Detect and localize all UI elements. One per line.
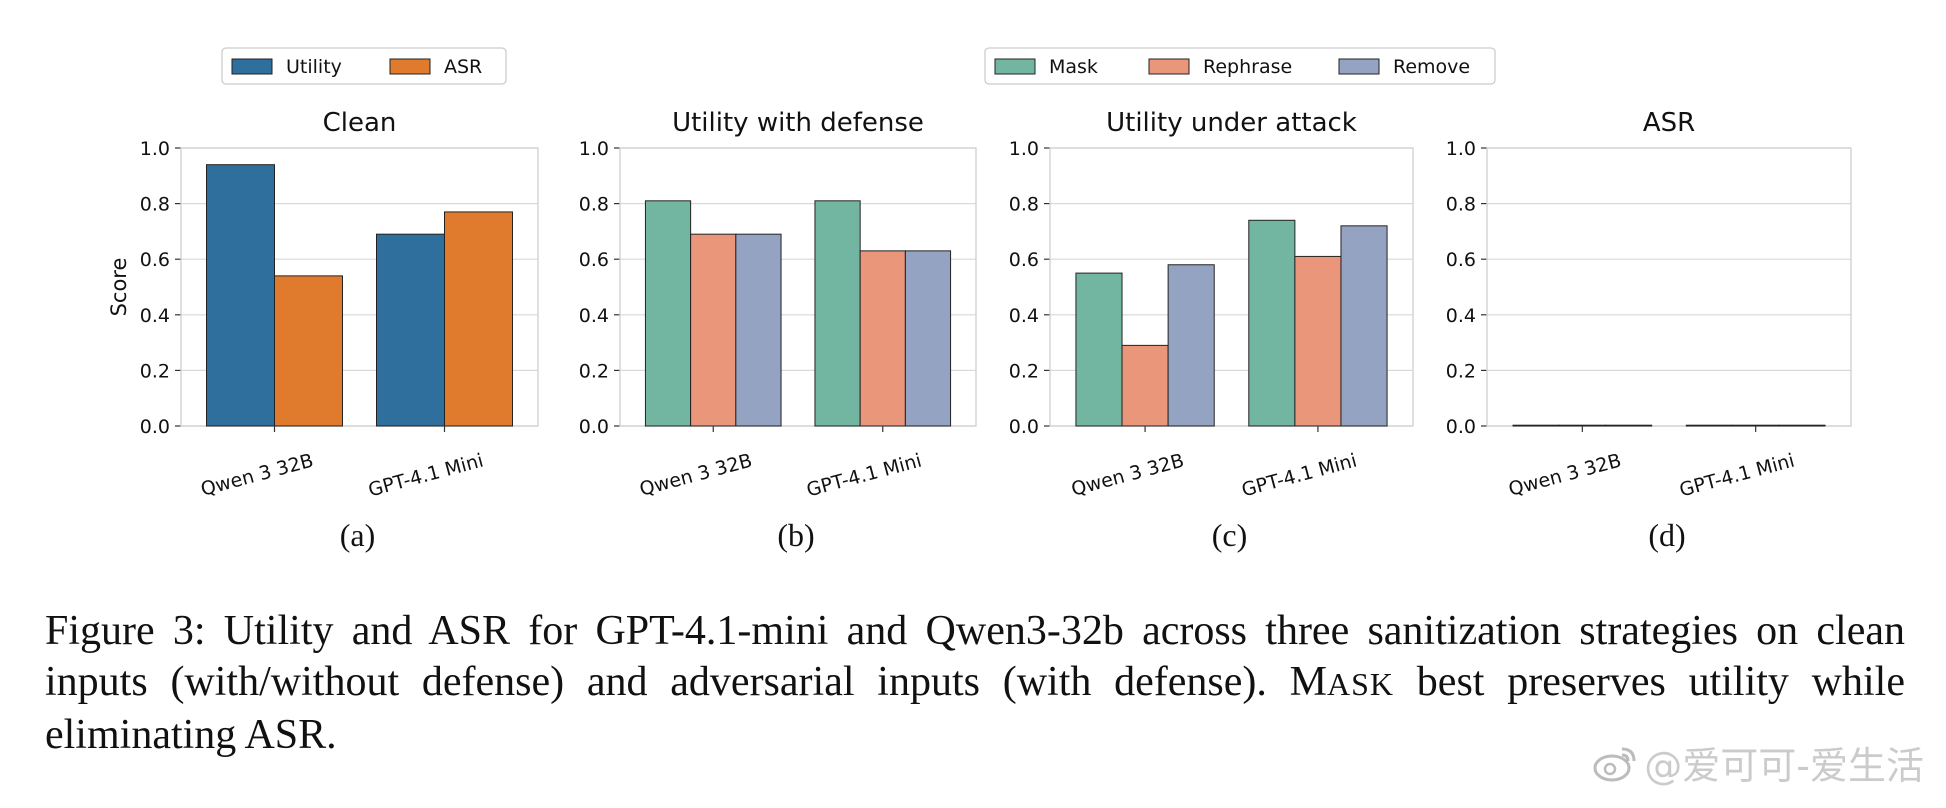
figure-caption: Figure 3: Utility and ASR for GPT-4.1-mi… <box>45 606 1905 761</box>
panel-sublabel: (b) <box>777 517 814 553</box>
y-tick-label: 0.6 <box>140 249 170 271</box>
bar-mask-1 <box>1248 219 1296 427</box>
bar-remove-1 <box>904 250 952 427</box>
y-tick-label: 0.4 <box>1009 305 1039 327</box>
chart-panel-a: 0.0 0.2 0.4 0.6 0.8 1.0 Qwen 3 32B GPT-4.1 Mini… <box>107 108 539 553</box>
bar-mask-1 <box>814 200 861 427</box>
legend-label-remove: Remove <box>1393 56 1470 78</box>
panel-title: Clean <box>323 108 397 138</box>
y-tick-label: 0.0 <box>1446 416 1476 438</box>
y-tick-label: 0.6 <box>1446 249 1476 271</box>
caption-mask-rest: ASK <box>1327 666 1395 702</box>
y-tick-label: 0.4 <box>1446 305 1476 327</box>
legend-swatch-remove <box>1338 58 1380 75</box>
watermark: @爱可可-爱生活 <box>1592 735 1924 790</box>
legend-swatch-mask <box>994 58 1036 75</box>
y-tick-label: 0.2 <box>1446 360 1476 382</box>
caption-prefix: Figure 3: Utility and ASR for GPT-4.1-mi… <box>45 608 1905 705</box>
legend-label-asr: ASR <box>444 56 482 78</box>
legend-swatch-utility <box>231 58 273 75</box>
x-tick-label: GPT-4.1 Mini <box>1239 450 1359 502</box>
x-tick-label: Qwen 3 32B <box>637 450 754 501</box>
chart-panel-b: 0.0 0.2 0.4 0.6 0.8 1.0 Qwen 3 32B GPT-4.1 Mini… <box>579 108 977 553</box>
plot-frame <box>619 147 977 427</box>
bar-rephrase-0 <box>690 233 737 427</box>
panel-sublabel: (d) <box>1648 517 1685 553</box>
panel-title: ASR <box>1643 108 1695 138</box>
legend-swatch-asr <box>389 58 431 75</box>
y-tick-label: 0.0 <box>140 416 170 438</box>
weibo-icon <box>1593 747 1636 781</box>
bar-mask-1 <box>1685 424 1734 427</box>
y-tick-label: 0.4 <box>579 305 609 327</box>
legend-box <box>221 47 507 85</box>
y-tick-label: 0.0 <box>1009 416 1039 438</box>
chart-panel-c: 0.0 0.2 0.4 0.6 0.8 1.0 Qwen 3 32B GPT-4.1 Mini… <box>1009 108 1414 553</box>
bar-rephrase-1 <box>859 250 906 427</box>
plot-frame <box>1049 147 1414 427</box>
y-tick-label: 0.2 <box>1009 360 1039 382</box>
y-tick-label: 0.8 <box>1009 194 1039 216</box>
x-tick-label: GPT-4.1 Mini <box>366 450 486 502</box>
figure-canvas: 0.0 0.2 0.4 0.6 0.8 1.0 Qwen 3 32B GPT-4.1 Mini… <box>107 47 1852 553</box>
bar-mask-0 <box>1512 424 1560 427</box>
bar-mask-0 <box>644 200 692 427</box>
panel-title: Utility with defense <box>672 108 924 138</box>
x-tick-label: GPT-4.1 Mini <box>1677 450 1797 502</box>
bar-remove-1 <box>1778 424 1826 427</box>
y-tick-label: 0.8 <box>579 194 609 216</box>
y-tick-label: 0.4 <box>140 305 170 327</box>
y-tick-label: 0.8 <box>1446 194 1476 216</box>
watermark-text: @爱可可-爱生活 <box>1644 744 1924 788</box>
bar-asr-1 <box>444 211 513 427</box>
legend-label-mask: Mask <box>1049 56 1098 78</box>
y-tick-label: 1.0 <box>140 138 170 160</box>
plot-frame <box>180 147 539 427</box>
legend-label-utility: Utility <box>286 56 342 78</box>
bar-mask-0 <box>1075 272 1123 427</box>
bar-rephrase-0 <box>1558 424 1606 427</box>
y-axis-label: Score <box>107 258 131 317</box>
panel-sublabel: (a) <box>340 517 376 553</box>
y-tick-label: 0.2 <box>579 360 609 382</box>
y-tick-label: 0.0 <box>579 416 609 438</box>
y-tick-label: 0.2 <box>140 360 170 382</box>
caption-mask-initial: M <box>1289 659 1328 705</box>
bar-utility-1 <box>376 233 445 427</box>
legend-2: Mask Rephrase Remove <box>984 47 1496 85</box>
y-tick-label: 0.8 <box>140 194 170 216</box>
y-tick-label: 0.6 <box>1009 249 1039 271</box>
y-tick-label: 1.0 <box>1446 138 1476 160</box>
legend-box <box>984 47 1496 85</box>
x-tick-label: GPT-4.1 Mini <box>804 450 924 502</box>
legend-label-rephrase: Rephrase <box>1203 56 1292 78</box>
bar-asr-0 <box>274 275 343 427</box>
caption-suffix: best preserves utility while eliminating… <box>45 659 1905 758</box>
plot-frame <box>1486 147 1852 427</box>
legend-swatch-rephrase <box>1148 58 1190 75</box>
y-tick-label: 0.6 <box>579 249 609 271</box>
bar-remove-0 <box>1167 264 1215 427</box>
legend-1: Utility ASR <box>221 47 507 85</box>
chart-panel-d: 0.0 0.2 0.4 0.6 0.8 1.0 Qwen 3 32B GPT-4.1 Mini… <box>1446 108 1852 553</box>
x-tick-label: Qwen 3 32B <box>1506 450 1623 501</box>
x-tick-label: Qwen 3 32B <box>198 450 315 501</box>
bar-utility-0 <box>206 164 275 427</box>
panel-sublabel: (c) <box>1212 517 1248 553</box>
y-tick-label: 1.0 <box>1009 138 1039 160</box>
bar-remove-1 <box>1340 225 1388 427</box>
y-tick-label: 1.0 <box>579 138 609 160</box>
bar-rephrase-1 <box>1732 424 1780 427</box>
bar-remove-0 <box>735 233 782 427</box>
bar-rephrase-1 <box>1294 255 1342 427</box>
panel-title: Utility under attack <box>1106 108 1357 138</box>
x-tick-label: Qwen 3 32B <box>1069 450 1186 501</box>
bar-rephrase-0 <box>1121 344 1169 427</box>
bar-remove-0 <box>1604 424 1653 427</box>
